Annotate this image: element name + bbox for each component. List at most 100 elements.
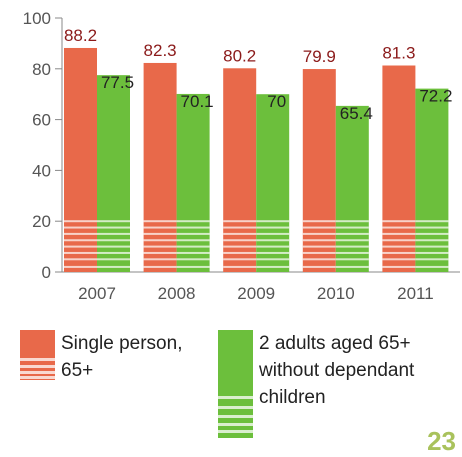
bar-stripe: [143, 258, 177, 261]
legend-label-two-adults-line3: children: [259, 387, 326, 408]
bar-stripe: [64, 226, 97, 229]
bar-two-adults: [97, 75, 130, 273]
bar-stripe: [302, 220, 336, 223]
bar-stripe: [176, 226, 210, 229]
bar-stripe: [176, 239, 210, 242]
bar-stripe: [223, 232, 257, 235]
x-tick-label: 2010: [317, 284, 355, 303]
legend-item-two-adults: 2 adults aged 65+ without dependant chil…: [218, 330, 414, 438]
bar-stripe: [382, 232, 416, 235]
y-tick-label: 40: [32, 161, 51, 180]
legend-swatch-two-adults: [218, 330, 253, 438]
bar-stripe: [382, 258, 416, 261]
bar-stripe: [256, 232, 290, 235]
legend-label-single-person-line1: Single person,: [61, 333, 183, 354]
legend-label-two-adults-line1: 2 adults aged 65+: [259, 333, 411, 354]
bar-stripe: [64, 245, 97, 248]
bar-stripe: [382, 251, 416, 254]
y-tick-label: 80: [32, 60, 51, 79]
bar-stripe: [302, 239, 336, 242]
bar-stripe: [64, 258, 97, 261]
bar-chart: 0 20 40 60 80 100 2007 2008 2009 2010 2011 88.2 77.…: [23, 9, 460, 303]
bar-stripe: [415, 258, 449, 261]
bar-stripe: [176, 245, 210, 248]
data-label-two-adults: 77.5: [101, 73, 134, 92]
y-tick-label: 100: [23, 9, 51, 28]
bar-stripe: [382, 220, 416, 223]
bar-stripe: [223, 220, 257, 223]
bar-stripe: [302, 265, 336, 268]
bar-two-adults: [256, 94, 290, 272]
bar-stripe: [143, 232, 177, 235]
bar-stripe: [256, 245, 290, 248]
bar-stripe: [97, 220, 130, 223]
bar-stripe: [143, 245, 177, 248]
bar-stripe: [302, 245, 336, 248]
bar-two-adults: [415, 88, 449, 272]
bar-stripe: [64, 220, 97, 223]
bar-stripe: [335, 239, 369, 242]
bar-stripe: [256, 220, 290, 223]
x-tick-label: 2007: [78, 284, 116, 303]
bar-two-adults: [176, 93, 210, 272]
bar-stripe: [176, 258, 210, 261]
bar-stripe: [382, 239, 416, 242]
y-tick-label: 60: [32, 111, 51, 130]
bar-stripe: [97, 226, 130, 229]
bar-stripe: [415, 220, 449, 223]
x-tick-label: 2009: [237, 284, 275, 303]
bar-stripe: [176, 232, 210, 235]
bar-single-person: [143, 62, 177, 272]
bar-stripe: [223, 239, 257, 242]
x-tick-label: 2011: [397, 284, 434, 303]
bar-stripe: [97, 232, 130, 235]
bar-stripe: [382, 245, 416, 248]
bar-stripe: [302, 251, 336, 254]
bar-stripe: [335, 265, 369, 268]
bar-stripe: [415, 265, 449, 268]
bar-stripe: [97, 265, 130, 268]
y-tick-label: 20: [32, 212, 51, 231]
x-tick-label: 2008: [158, 284, 196, 303]
data-label-two-adults: 65.4: [340, 104, 373, 123]
bar-stripe: [143, 226, 177, 229]
bar-stripe: [415, 239, 449, 242]
bar-stripe: [64, 265, 97, 268]
bar-stripe: [97, 258, 130, 261]
bar-stripe: [302, 226, 336, 229]
bar-stripe: [143, 239, 177, 242]
data-label-single-person: 81.3: [382, 43, 415, 62]
bar-stripe: [64, 251, 97, 254]
data-label-two-adults: 70.1: [181, 92, 214, 111]
bar-stripe: [256, 265, 290, 268]
bar-stripe: [415, 226, 449, 229]
bar-stripe: [335, 220, 369, 223]
data-label-two-adults: 70: [267, 92, 286, 111]
bar-stripe: [97, 239, 130, 242]
legend-label-single-person-line2: 65+: [61, 360, 94, 381]
bar-stripe: [223, 265, 257, 268]
bar-stripe: [256, 226, 290, 229]
bar-stripe: [64, 232, 97, 235]
bar-stripe: [302, 232, 336, 235]
legend-label-two-adults-line2: without dependant: [259, 360, 415, 381]
legend-item-single-person: Single person, 65+: [20, 330, 182, 384]
bar-stripe: [335, 226, 369, 229]
legend-swatch-single-person: [20, 330, 55, 380]
bar-single-person: [382, 65, 416, 272]
bar-stripe: [223, 226, 257, 229]
bar-stripe: [256, 239, 290, 242]
bar-single-person: [223, 68, 257, 273]
bar-stripe: [223, 258, 257, 261]
bar-stripe: [335, 232, 369, 235]
data-label-single-person: 88.2: [64, 26, 97, 45]
bar-stripe: [335, 245, 369, 248]
bar-stripe: [143, 265, 177, 268]
y-tick-label: 0: [42, 263, 51, 282]
data-label-single-person: 82.3: [144, 41, 177, 60]
bar-stripe: [302, 258, 336, 261]
data-label-single-person: 80.2: [223, 46, 256, 65]
bar-stripe: [223, 245, 257, 248]
bar-two-adults: [335, 105, 369, 272]
bar-stripe: [415, 245, 449, 248]
